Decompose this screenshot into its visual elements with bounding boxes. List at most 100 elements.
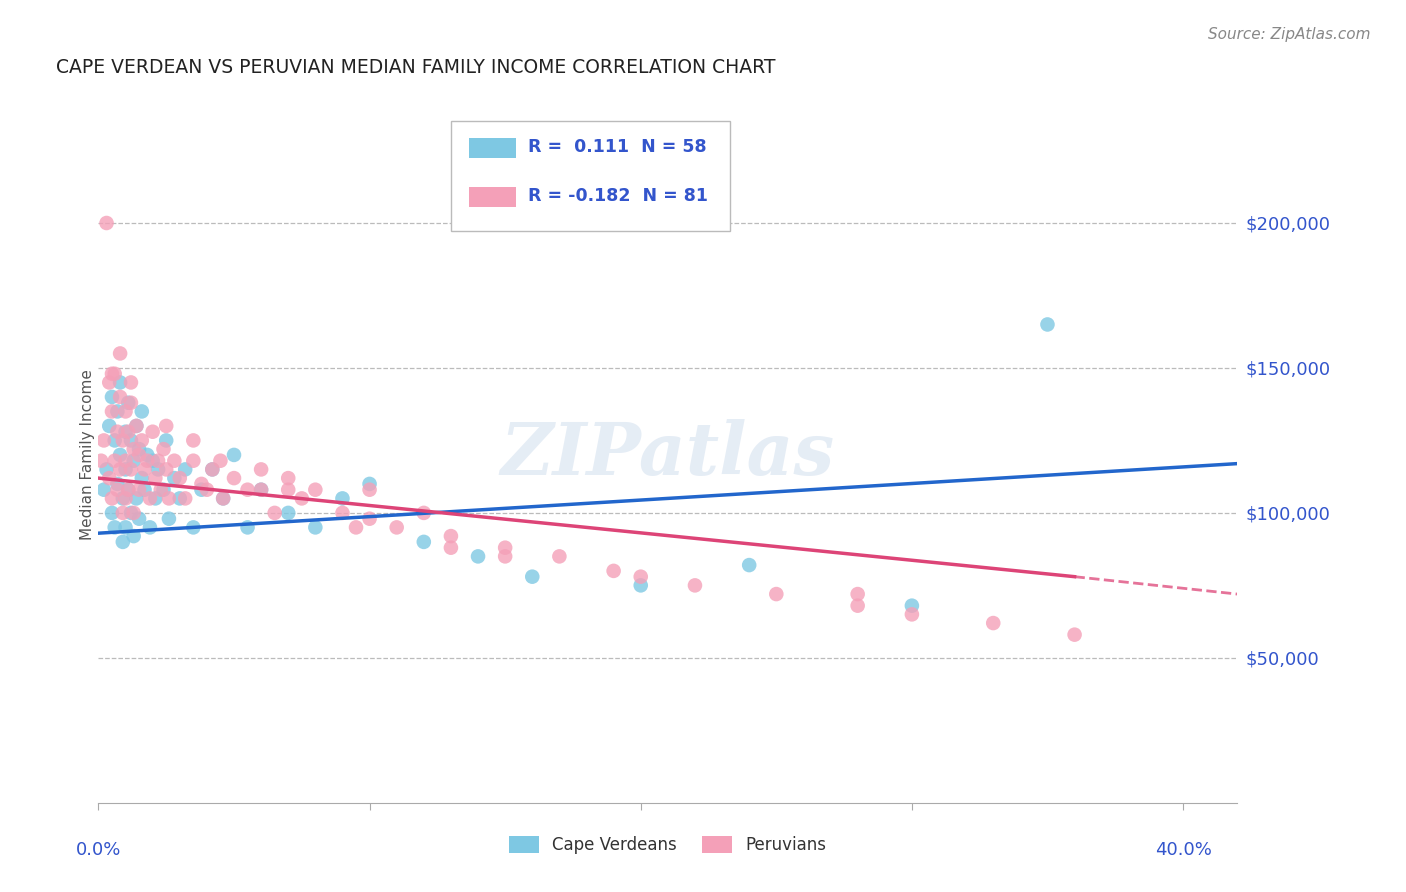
Point: [236, 483, 259, 497]
Point: [96, 462, 118, 476]
Point: [163, 453, 186, 467]
Point: [122, 506, 145, 520]
Point: [304, 483, 326, 497]
Point: [1063, 628, 1085, 642]
Point: [277, 483, 299, 497]
Point: [145, 491, 167, 506]
Point: [134, 462, 156, 476]
Point: [155, 434, 177, 448]
Point: [332, 506, 354, 520]
Point: [201, 462, 224, 476]
Point: [142, 453, 165, 467]
Text: ZIPatlas: ZIPatlas: [501, 419, 835, 491]
Point: [467, 549, 489, 564]
Point: [157, 491, 180, 506]
Point: [250, 462, 273, 476]
Point: [630, 578, 652, 592]
Point: [222, 448, 245, 462]
Point: [139, 520, 162, 534]
Point: [128, 483, 150, 497]
Point: [190, 483, 212, 497]
Point: [683, 578, 706, 592]
Point: [125, 491, 148, 506]
Point: [738, 558, 761, 573]
Point: [104, 453, 127, 467]
Point: [101, 404, 124, 418]
Point: [522, 570, 544, 584]
Point: [174, 491, 197, 506]
Point: [440, 541, 463, 555]
Point: [104, 367, 127, 381]
Point: [139, 491, 162, 506]
Point: [846, 587, 869, 601]
Point: [174, 462, 197, 476]
Point: [901, 607, 924, 622]
Point: [190, 476, 212, 491]
Point: [136, 448, 159, 462]
Point: [201, 462, 224, 476]
Point: [101, 491, 124, 506]
Point: [236, 520, 259, 534]
Point: [117, 483, 139, 497]
Point: [120, 434, 142, 448]
Text: R =  0.111  N = 58: R = 0.111 N = 58: [527, 138, 706, 156]
Point: [93, 483, 115, 497]
Point: [548, 549, 571, 564]
Point: [98, 471, 121, 485]
Point: [122, 453, 145, 467]
Point: [120, 376, 142, 390]
Point: [101, 390, 124, 404]
Point: [108, 448, 131, 462]
Point: [142, 425, 165, 439]
Point: [145, 471, 167, 485]
FancyBboxPatch shape: [468, 187, 516, 207]
Point: [101, 367, 124, 381]
Point: [440, 529, 463, 543]
Point: [117, 483, 139, 497]
Point: [107, 404, 129, 418]
Point: [114, 404, 136, 418]
Text: 0.0%: 0.0%: [76, 841, 121, 859]
Point: [981, 615, 1004, 630]
Text: R = -0.182  N = 81: R = -0.182 N = 81: [527, 187, 707, 205]
Point: [901, 599, 924, 613]
Point: [250, 483, 273, 497]
Point: [146, 462, 169, 476]
Point: [157, 511, 180, 525]
Point: [117, 425, 139, 439]
Point: [359, 483, 381, 497]
Point: [120, 395, 142, 409]
Point: [250, 483, 273, 497]
Point: [128, 511, 150, 525]
Point: [183, 434, 205, 448]
Point: [344, 520, 367, 534]
Point: [602, 564, 624, 578]
Point: [108, 462, 131, 476]
Point: [146, 453, 169, 467]
FancyBboxPatch shape: [451, 121, 731, 231]
Point: [149, 483, 172, 497]
Point: [125, 418, 148, 433]
Y-axis label: Median Family Income: Median Family Income: [80, 369, 94, 541]
Point: [155, 418, 177, 433]
Point: [155, 462, 177, 476]
Point: [125, 418, 148, 433]
Point: [104, 434, 127, 448]
Point: [114, 462, 136, 476]
Point: [111, 434, 134, 448]
Point: [277, 506, 299, 520]
Point: [104, 520, 127, 534]
Text: 40.0%: 40.0%: [1154, 841, 1212, 859]
Point: [169, 471, 191, 485]
Point: [117, 395, 139, 409]
Point: [291, 491, 314, 506]
Point: [111, 534, 134, 549]
Point: [263, 506, 285, 520]
Point: [108, 376, 131, 390]
Point: [98, 418, 121, 433]
Point: [93, 434, 115, 448]
Point: [412, 534, 434, 549]
Point: [412, 506, 434, 520]
Point: [107, 425, 129, 439]
Point: [128, 448, 150, 462]
